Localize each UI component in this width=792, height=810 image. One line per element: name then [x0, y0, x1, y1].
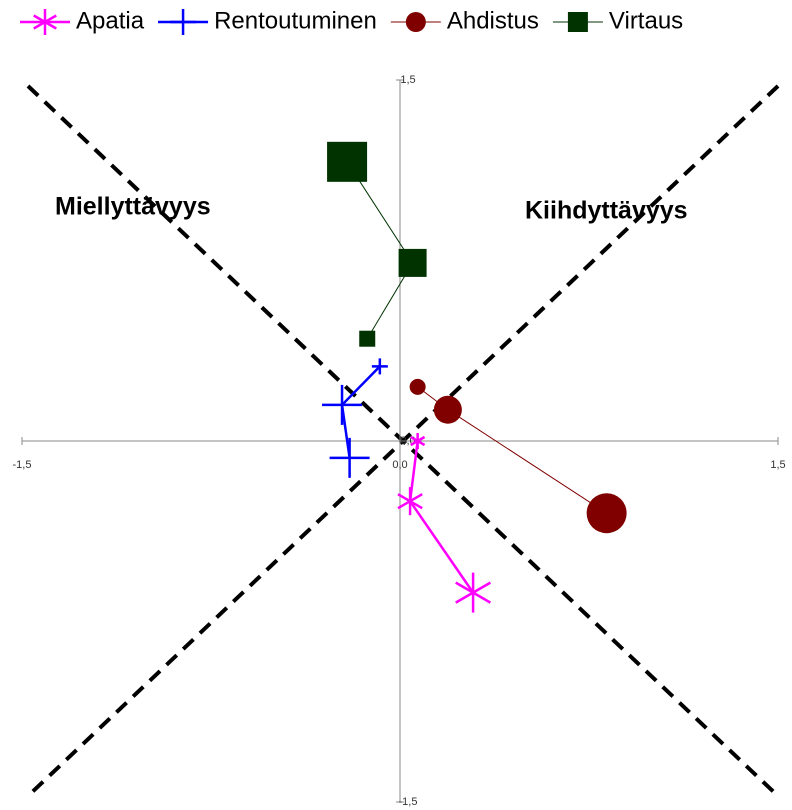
marker-shape [359, 330, 376, 347]
series-line [408, 440, 475, 594]
legend-label: Virtaus [609, 7, 683, 34]
marker [567, 12, 588, 32]
series-line [340, 365, 381, 459]
marker [359, 330, 376, 347]
marker-shape [586, 493, 627, 534]
x-tick-label: -1,5 [13, 459, 32, 471]
marker-shape [405, 12, 426, 32]
marker [455, 572, 492, 613]
annotation: Miellyttävyys [55, 193, 211, 221]
legend-label: Ahdistus [447, 7, 539, 34]
marker [322, 384, 363, 425]
x-tick-label: 1,5 [770, 459, 785, 471]
marker-stroke [410, 435, 426, 447]
annotation: Kiihdyttävyys [525, 197, 688, 225]
marker [327, 141, 368, 182]
marker [398, 248, 427, 277]
legend-label: Apatia [76, 7, 145, 34]
marker-stroke [33, 14, 57, 30]
marker-shape [398, 248, 427, 277]
marker [433, 395, 462, 424]
marker-stroke [397, 493, 423, 510]
marker [397, 487, 423, 516]
marker-shape [433, 395, 462, 424]
marker [410, 433, 426, 449]
marker [586, 493, 627, 534]
y-tick-label: -1,5 [399, 796, 418, 808]
marker-shape [327, 141, 368, 182]
marker [405, 12, 426, 32]
marker [371, 358, 388, 375]
marker [329, 437, 370, 478]
marker-shape [409, 378, 426, 395]
marker [409, 378, 426, 395]
marker [170, 9, 197, 35]
x-tick-label: 0,0 [392, 459, 407, 471]
y-tick-label: 0,0 [400, 435, 415, 447]
legend-label: Rentoutuminen [214, 7, 377, 34]
marker [33, 9, 57, 35]
y-tick-label: 1,5 [400, 74, 415, 86]
marker-shape [567, 12, 588, 32]
marker-stroke [455, 581, 492, 604]
